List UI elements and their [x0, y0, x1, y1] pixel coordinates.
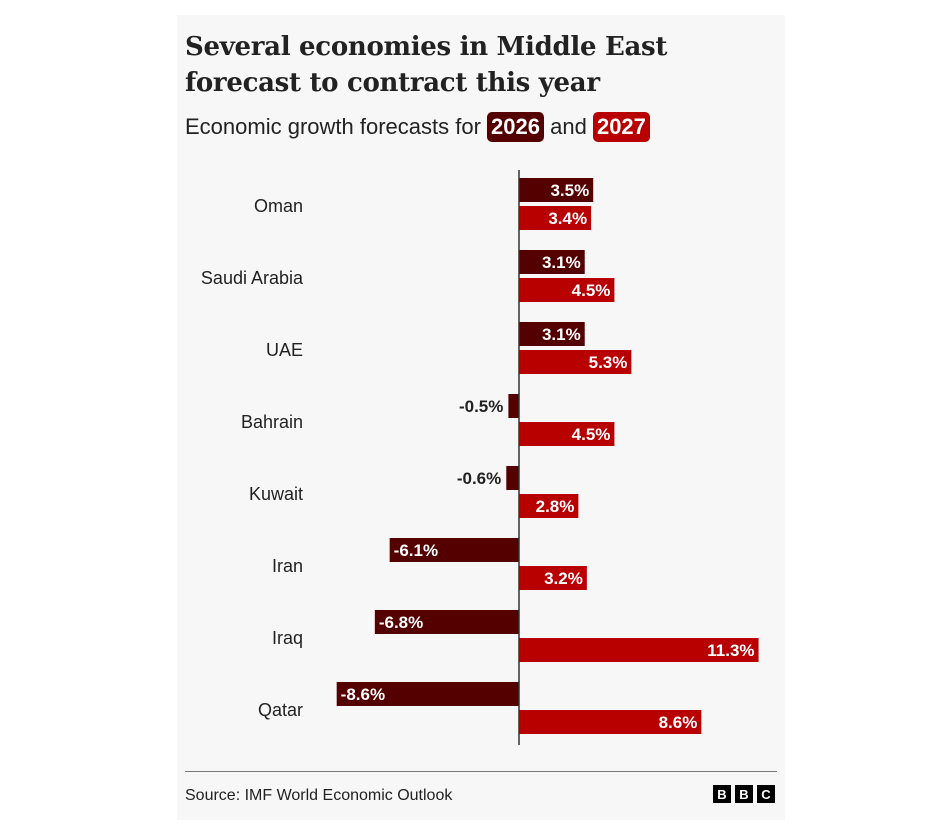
bar-2026: [389, 538, 519, 562]
data-label: -0.5%: [459, 397, 503, 416]
data-label: 8.6%: [659, 713, 698, 732]
bar-2026: [374, 610, 519, 634]
category-label: Bahrain: [241, 412, 303, 432]
data-label: -0.6%: [457, 469, 501, 488]
bar-2027: [519, 350, 632, 374]
logo-letter: C: [757, 785, 775, 803]
bar-2027: [519, 638, 759, 662]
bar-2027: [519, 710, 702, 734]
bar-2026: [519, 322, 585, 346]
bar-2026: [519, 250, 585, 274]
logo-letter: B: [713, 785, 731, 803]
logo-letter: B: [735, 785, 753, 803]
bar-2026: [508, 394, 519, 418]
data-label: 3.5%: [550, 181, 589, 200]
data-label: 5.3%: [589, 353, 628, 372]
subtitle-joiner: and: [550, 114, 587, 139]
category-label: Iraq: [272, 628, 303, 648]
category-label: Qatar: [258, 700, 303, 720]
source-note: Source: IMF World Economic Outlook: [185, 787, 453, 804]
category-label: Kuwait: [249, 484, 303, 504]
category-label: Saudi Arabia: [201, 268, 304, 288]
bar-2026: [519, 178, 594, 202]
bar-2027: [519, 278, 615, 302]
footer-divider: [185, 771, 777, 772]
data-label: -8.6%: [341, 685, 385, 704]
chart-title: Several economies in Middle East forecas…: [185, 32, 668, 98]
chart-subtitle: Economic growth forecasts for 2026 and 2…: [185, 112, 650, 142]
category-label: UAE: [266, 340, 303, 360]
bar-2026: [506, 466, 519, 490]
data-label: 3.1%: [542, 325, 581, 344]
data-label: 3.1%: [542, 253, 581, 272]
bar-2027: [519, 566, 587, 590]
data-label: -6.1%: [394, 541, 438, 560]
bar-2027: [519, 206, 592, 230]
category-label: Oman: [254, 196, 303, 216]
legend-2026: 2026: [487, 112, 544, 142]
data-label: 3.4%: [548, 209, 587, 228]
data-label: 4.5%: [572, 281, 611, 300]
bar-2027: [519, 494, 579, 518]
category-label: Iran: [272, 556, 303, 576]
data-label: 11.3%: [707, 641, 754, 660]
subtitle-prefix: Economic growth forecasts for: [185, 114, 481, 139]
bar-2027: [519, 422, 615, 446]
bbc-logo: B B C: [713, 785, 775, 803]
data-label: -6.8%: [379, 613, 423, 632]
data-label: 4.5%: [572, 425, 611, 444]
bar-2026: [336, 682, 519, 706]
data-label: 3.2%: [544, 569, 583, 588]
data-label: 2.8%: [536, 497, 575, 516]
legend-2027: 2027: [592, 112, 650, 142]
